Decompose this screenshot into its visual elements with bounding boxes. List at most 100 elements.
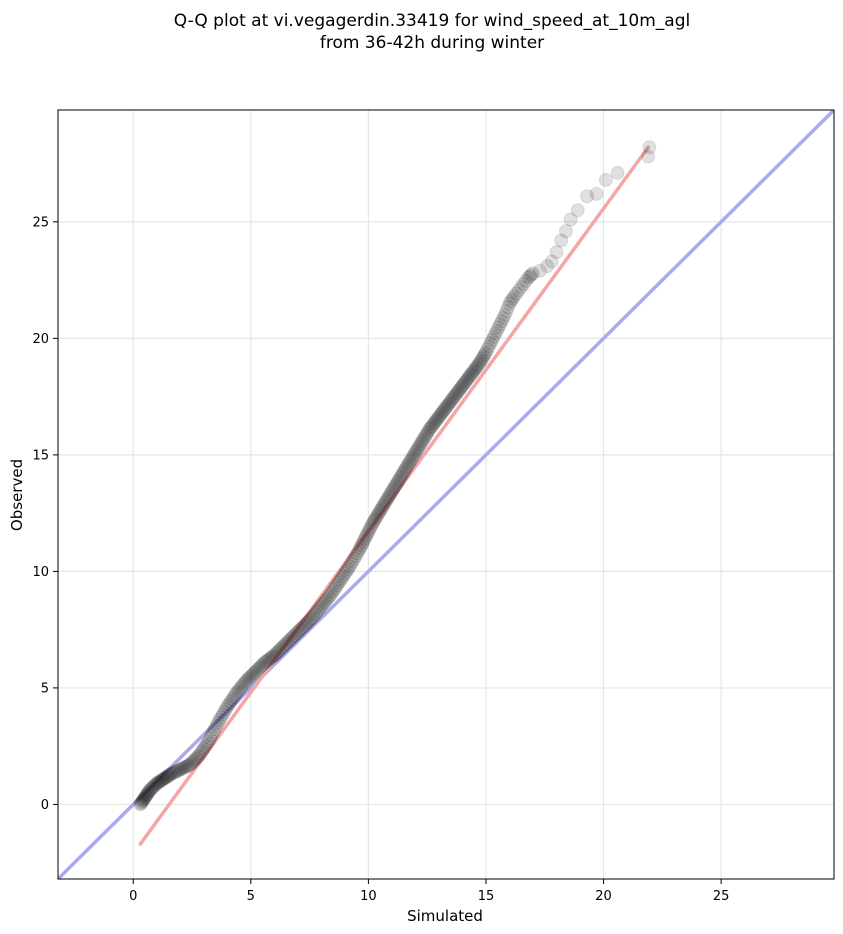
quantile-point — [212, 713, 227, 728]
quantile-point — [464, 366, 479, 381]
quantile-point — [330, 578, 345, 593]
quantile-point — [270, 645, 285, 660]
quantile-point — [362, 522, 377, 537]
quantile-point — [374, 501, 389, 516]
quantile-point — [368, 511, 383, 526]
plot-frame — [57, 109, 835, 880]
quantile-point — [570, 203, 585, 218]
quantile-point — [248, 664, 263, 679]
quantile-point — [149, 776, 164, 791]
quantile-point — [153, 774, 168, 789]
quantile-point — [407, 447, 422, 462]
quantile-point — [214, 710, 229, 725]
quantile-point — [220, 699, 235, 714]
quantile-point — [394, 468, 409, 483]
quantile-point — [526, 266, 541, 281]
quantile-point — [187, 753, 202, 768]
quantile-point — [435, 405, 450, 420]
quantile-point — [198, 739, 213, 754]
quantile-point — [496, 311, 511, 326]
quantile-point — [256, 656, 271, 671]
x-tick-label: 10 — [360, 889, 377, 904]
quantile-point — [589, 186, 604, 201]
quantile-point — [295, 620, 310, 635]
quantile-point — [468, 361, 483, 376]
quantile-point — [254, 658, 269, 673]
quantile-point — [162, 767, 177, 782]
quantile-point — [229, 685, 244, 700]
quantile-point — [466, 364, 481, 379]
quantile-point — [231, 683, 246, 698]
quantile-point — [463, 367, 478, 382]
quantile-point — [154, 773, 169, 788]
quantile-point — [518, 273, 533, 288]
quantile-point — [449, 386, 464, 401]
quantile-point — [413, 437, 428, 452]
quantile-point — [262, 651, 277, 666]
quantile-point — [360, 527, 375, 542]
quantile-point — [471, 357, 486, 372]
quantile-point — [226, 690, 241, 705]
quantile-point — [337, 566, 352, 581]
quantile-point — [196, 741, 211, 756]
x-tick-label: 15 — [478, 889, 495, 904]
quantile-point — [261, 652, 276, 667]
quantile-point — [160, 769, 175, 784]
quantile-point — [382, 488, 397, 503]
quantile-point — [482, 339, 497, 354]
quantile-point — [323, 587, 338, 602]
quantile-point — [203, 731, 218, 746]
quantile-point — [207, 722, 222, 737]
quantile-point — [159, 770, 174, 785]
quantile-point — [469, 360, 484, 375]
quantile-point — [455, 378, 470, 393]
quantile-point — [426, 417, 441, 432]
quantile-point — [439, 400, 453, 415]
quantile-point — [493, 317, 508, 332]
quantile-point — [347, 551, 362, 566]
quantile-point — [240, 672, 255, 687]
quantile-point — [179, 759, 194, 774]
quantile-point — [430, 411, 445, 426]
quantile-point — [404, 451, 419, 466]
quantile-point — [475, 351, 490, 366]
quantile-point — [491, 320, 506, 335]
quantile-point — [273, 642, 288, 657]
quantile-point — [145, 781, 160, 796]
quantile-point — [383, 486, 398, 501]
quantile-point — [403, 453, 418, 468]
quantile-point — [350, 546, 365, 561]
quantile-point — [264, 650, 279, 665]
quantile-point — [401, 457, 416, 472]
quantile-point — [400, 459, 415, 474]
quantile-point — [242, 670, 257, 685]
x-tick-label: 25 — [713, 889, 730, 904]
quantile-point — [402, 455, 417, 470]
quantile-point — [458, 374, 473, 389]
quantile-point — [341, 562, 356, 577]
quantile-point — [246, 666, 261, 681]
quantile-point — [304, 611, 319, 626]
quantile-point — [336, 569, 351, 584]
quantile-point — [148, 777, 163, 792]
quantile-point — [544, 254, 559, 269]
quantile-point — [497, 308, 512, 323]
quantile-point — [371, 505, 386, 520]
quantile-point — [348, 548, 363, 563]
quantile-point — [136, 792, 151, 807]
quantile-point — [342, 559, 357, 574]
quantile-point — [217, 704, 232, 719]
quantile-point — [275, 640, 290, 655]
quantile-point — [397, 463, 412, 478]
quantile-point — [259, 654, 274, 669]
quantile-point — [312, 601, 327, 616]
quantile-point — [344, 557, 359, 572]
quantile-point — [450, 384, 465, 399]
quantile-point — [322, 589, 337, 604]
quantile-point — [373, 503, 388, 518]
quantile-point — [423, 420, 438, 435]
quantile-point — [331, 576, 346, 591]
y-tick-label: 25 — [32, 215, 49, 230]
quantile-point — [415, 433, 430, 448]
quantile-point — [163, 767, 178, 782]
